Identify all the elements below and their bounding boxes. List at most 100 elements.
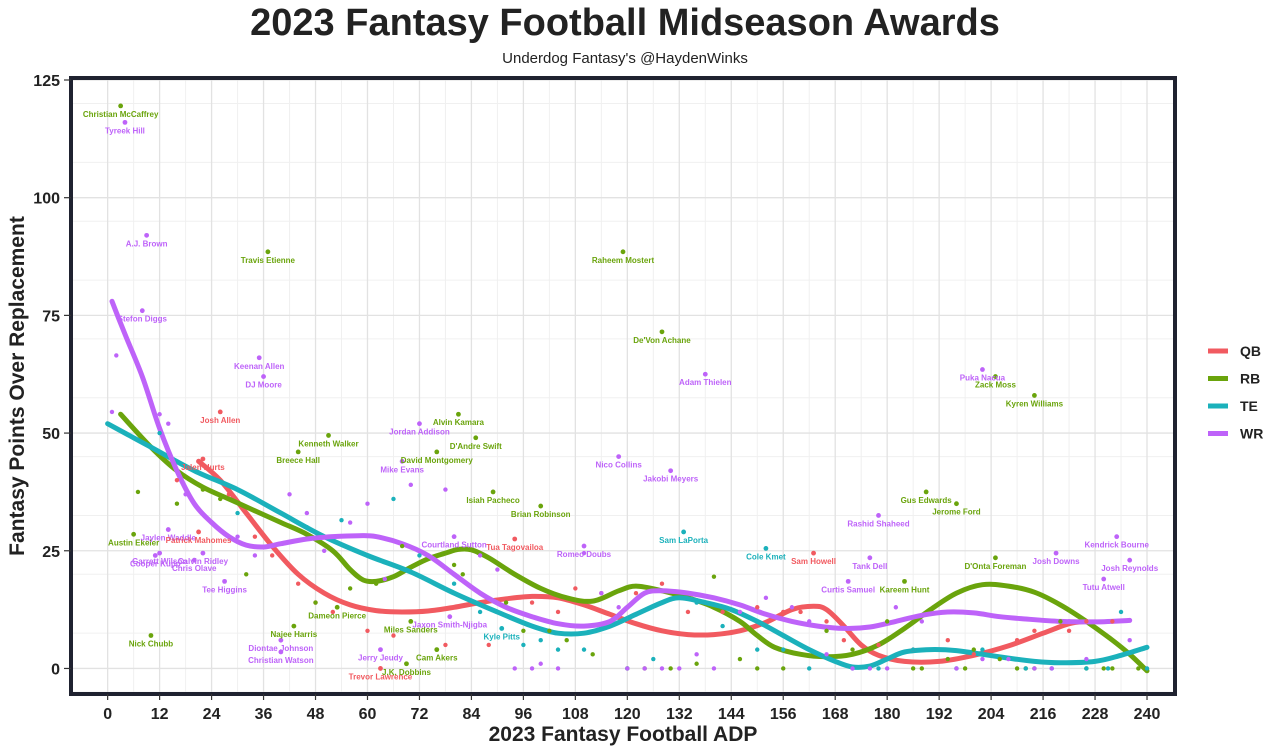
point-label: Tyreek Hill [105, 126, 145, 135]
point-te [1105, 666, 1111, 671]
labeled-point-rb [954, 501, 959, 507]
point-te [651, 656, 656, 662]
point-label: Tee Higgins [202, 585, 247, 594]
x-axis-title: 2023 Fantasy Football ADP [489, 723, 758, 746]
point-wr [183, 492, 188, 497]
point-qb [174, 477, 180, 483]
point-label: Nico Collins [596, 461, 643, 470]
point-qb [252, 534, 258, 539]
point-te [477, 609, 483, 615]
labeled-point-wr [867, 555, 873, 561]
point-qb [226, 492, 232, 497]
x-tick-label: 120 [614, 706, 641, 723]
chart-title: 2023 Fantasy Football Midseason Awards [250, 2, 1000, 44]
point-rb [737, 656, 743, 662]
point-label: Christian McCaffrey [83, 110, 159, 119]
labeled-point-rb [620, 249, 626, 255]
point-qb [365, 628, 370, 633]
point-wr [642, 666, 647, 671]
labeled-point-wr [1114, 534, 1120, 540]
x-tick-label: 36 [255, 706, 273, 723]
point-rb [781, 666, 786, 671]
labeled-point-wr [581, 543, 587, 549]
point-label: Alvin Kamara [433, 418, 485, 427]
y-tick-label: 0 [51, 661, 60, 678]
labeled-point-rb [118, 103, 124, 109]
point-label: De'Von Achane [633, 336, 691, 345]
point-rb [1110, 666, 1115, 671]
point-label: Puka Nacua [960, 374, 1006, 383]
point-rb [971, 647, 976, 652]
point-label: Kareem Hunt [880, 585, 930, 594]
point-wr [711, 666, 717, 671]
legend-label-te: TE [1240, 398, 1258, 414]
point-qb [555, 609, 561, 615]
point-rb [910, 666, 916, 671]
point-label: Jaylen Waddle [141, 534, 197, 543]
labeled-point-wr [447, 614, 453, 620]
point-label: Kendrick Bourne [1084, 541, 1149, 550]
point-wr [1127, 638, 1132, 643]
x-tick-label: 216 [1030, 706, 1057, 723]
point-rb [244, 572, 249, 577]
point-qb [945, 638, 951, 643]
point-te [910, 647, 916, 652]
y-tick-label: 50 [42, 426, 60, 443]
labeled-point-rb [434, 449, 440, 455]
point-label: Tutu Atwell [1083, 583, 1125, 592]
point-rb [547, 628, 552, 633]
point-rb [521, 628, 526, 633]
point-rb [1101, 666, 1106, 671]
labeled-point-rb [902, 578, 907, 584]
smooth-curve-rb [118, 411, 1150, 674]
point-label: Curtis Samuel [821, 585, 875, 594]
labeled-point-wr [1101, 576, 1107, 582]
labeled-point-rb [131, 531, 137, 537]
point-label: Nick Chubb [129, 640, 174, 649]
point-qb [1032, 628, 1037, 633]
point-qb [1110, 619, 1115, 624]
point-wr [365, 501, 370, 506]
point-wr [694, 652, 699, 657]
point-qb [633, 590, 639, 596]
labeled-point-qb [512, 536, 518, 542]
point-label: Josh Allen [200, 416, 240, 425]
labeled-point-qb [200, 456, 206, 462]
labeled-point-rb [408, 618, 414, 624]
labeled-point-rb [473, 435, 479, 441]
point-te [391, 496, 396, 502]
point-qb [971, 652, 976, 657]
point-wr [512, 666, 517, 671]
point-label: Sam LaPorta [659, 536, 708, 545]
y-axis-title: Fantasy Points Over Replacement [6, 216, 29, 556]
point-label: Diontae Johnson [248, 644, 313, 653]
point-wr [616, 605, 621, 610]
point-te [1023, 666, 1028, 671]
point-qb [330, 609, 336, 615]
x-tick-label: 228 [1082, 706, 1109, 723]
point-rb [451, 562, 457, 568]
labeled-point-wr [702, 371, 708, 377]
y-tick-label: 25 [42, 544, 60, 561]
point-rb [711, 574, 717, 579]
labeled-point-rb [265, 249, 271, 255]
point-qb [720, 609, 725, 615]
y-tick-label: 75 [42, 308, 60, 325]
point-label: Kenneth Walker [298, 439, 358, 448]
legend: QB RB TE WR [1208, 343, 1263, 442]
labeled-point-wr [845, 578, 851, 584]
legend-label-wr: WR [1240, 426, 1263, 442]
labeled-point-rb [1032, 393, 1037, 398]
x-tick-label: 108 [562, 706, 589, 723]
panel-border [69, 76, 1177, 696]
point-te [1144, 666, 1150, 671]
labeled-point-te [681, 529, 687, 535]
x-tick-label: 168 [822, 706, 849, 723]
point-wr [1032, 666, 1037, 671]
point-label: Miles Sanders [384, 625, 438, 634]
point-wr [114, 353, 119, 358]
labeled-point-wr [876, 513, 881, 518]
chart-subtitle: Underdog Fantasy's @HaydenWinks [502, 50, 748, 67]
point-te [876, 666, 881, 671]
